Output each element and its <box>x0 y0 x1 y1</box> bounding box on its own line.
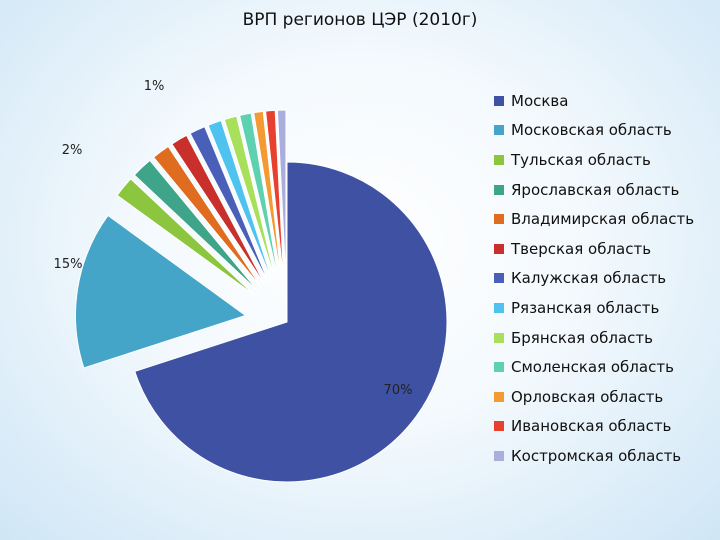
legend-item: Владимирская область <box>494 204 694 234</box>
legend-item: Московская область <box>494 116 694 146</box>
legend-label: Брянская область <box>511 328 653 347</box>
legend-label: Тульская область <box>511 150 651 169</box>
legend-label: Рязанская область <box>511 298 660 317</box>
pie-slice-6 <box>171 134 267 287</box>
legend-item: Орловская область <box>494 382 694 412</box>
legend-label: Смоленская область <box>511 358 674 377</box>
legend-item: Тверская область <box>494 234 694 264</box>
pie-slice-13 <box>276 109 287 281</box>
legend-swatch <box>494 184 504 195</box>
legend-label: Орловская область <box>511 387 664 406</box>
legend-item: Брянская область <box>494 323 694 353</box>
legend-swatch <box>494 214 504 225</box>
legend-label: Владимирская область <box>511 210 695 229</box>
pie-slice-2 <box>75 214 247 369</box>
legend-swatch <box>494 421 504 432</box>
legend-label: Московская область <box>511 121 672 140</box>
legend-item: Костромская область <box>494 441 694 471</box>
pie-chart: 70% 15% 2% 1% <box>54 79 448 483</box>
pie-slice-3 <box>116 178 255 296</box>
legend-swatch <box>494 450 504 461</box>
pie-slice-12 <box>265 109 285 281</box>
legend-label: Костромская область <box>511 446 682 465</box>
legend-label: Ярославская область <box>511 180 680 199</box>
legend-item: Москва <box>494 86 694 116</box>
legend-item: Ивановская область <box>494 412 694 442</box>
legend: Москва Московская область Тульская область… <box>494 86 694 471</box>
pie-slice-9 <box>223 115 277 282</box>
legend-item: Калужская область <box>494 264 694 294</box>
legend-swatch <box>494 95 504 106</box>
pie-slice-11 <box>253 110 282 281</box>
legend-item: Рязанская область <box>494 293 694 323</box>
pie-slice-4 <box>133 159 259 292</box>
legend-swatch <box>494 273 504 284</box>
data-label-1: 70% <box>384 383 413 398</box>
legend-label: Калужская область <box>511 269 667 288</box>
legend-swatch <box>494 302 504 313</box>
data-label-3: 2% <box>62 143 83 158</box>
legend-swatch <box>494 154 504 165</box>
legend-label: Ивановская область <box>511 417 672 436</box>
legend-swatch <box>494 332 504 343</box>
legend-label: Тверская область <box>511 239 652 258</box>
legend-swatch <box>494 391 504 402</box>
legend-item: Ярославская область <box>494 175 694 205</box>
legend-swatch <box>494 125 504 136</box>
legend-item: Смоленская область <box>494 352 694 382</box>
legend-label: Москва <box>511 91 569 110</box>
legend-swatch <box>494 362 504 373</box>
data-label-2: 15% <box>54 257 83 272</box>
chart-title: ВРП регионов ЦЭР (2010г) <box>242 10 478 30</box>
legend-item: Тульская область <box>494 145 694 175</box>
pie-slice-1 <box>134 161 448 483</box>
data-label-12: 1% <box>144 79 165 94</box>
pie-slice-8 <box>207 119 274 283</box>
pie-slice-10 <box>238 112 280 281</box>
legend-swatch <box>494 243 504 254</box>
pie-slice-7 <box>189 126 270 285</box>
pie-slice-5 <box>152 145 263 289</box>
